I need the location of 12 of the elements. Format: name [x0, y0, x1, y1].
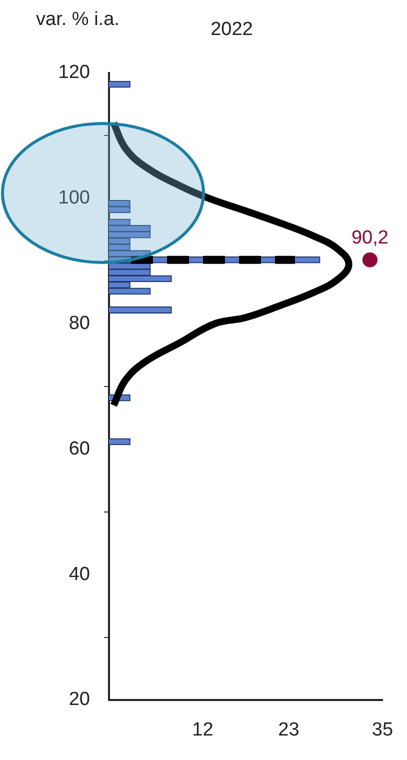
y-tick-label: 100	[58, 188, 90, 209]
x-tick-label: 35	[372, 720, 394, 741]
x-tick-label: 12	[192, 720, 214, 741]
annotation: 90,2	[351, 228, 388, 249]
chart-title: 2022	[210, 19, 253, 40]
y-tick-label: 20	[68, 689, 90, 710]
y-tick-label: 80	[68, 313, 90, 334]
y-axis-title: var. % i.a.	[36, 9, 120, 30]
y-tick-label: 60	[68, 438, 90, 460]
x-tick-label: 23	[278, 720, 300, 741]
y-tick-label: 40	[68, 564, 90, 585]
y-tick-label: 120	[58, 62, 90, 84]
